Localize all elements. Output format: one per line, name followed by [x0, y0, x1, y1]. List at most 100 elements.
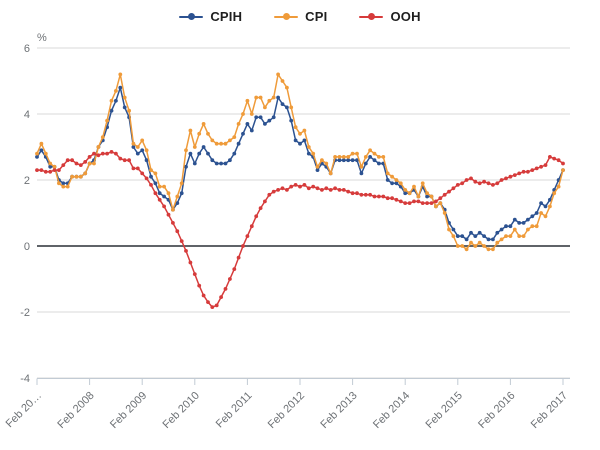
- data-point-cpi[interactable]: [285, 85, 289, 90]
- data-point-cpi[interactable]: [166, 191, 171, 196]
- data-point-cpi[interactable]: [188, 128, 193, 133]
- data-point-ooh[interactable]: [153, 191, 158, 196]
- data-point-cpih[interactable]: [162, 194, 167, 199]
- data-point-cpi[interactable]: [447, 227, 451, 232]
- data-point-cpi[interactable]: [341, 155, 346, 159]
- data-point-cpih[interactable]: [280, 102, 285, 106]
- data-point-cpi[interactable]: [109, 98, 114, 103]
- data-point-ooh[interactable]: [412, 199, 416, 204]
- data-point-cpi[interactable]: [526, 227, 530, 232]
- data-point-ooh[interactable]: [179, 239, 184, 244]
- data-point-cpi[interactable]: [438, 201, 443, 206]
- data-point-ooh[interactable]: [337, 188, 342, 192]
- data-point-cpi[interactable]: [162, 184, 167, 189]
- data-point-cpi[interactable]: [469, 240, 473, 245]
- data-point-cpih[interactable]: [236, 141, 241, 146]
- data-point-cpih[interactable]: [521, 221, 526, 225]
- data-point-cpih[interactable]: [504, 224, 508, 229]
- data-point-ooh[interactable]: [359, 192, 364, 197]
- data-point-cpi[interactable]: [517, 234, 522, 239]
- data-point-ooh[interactable]: [241, 244, 245, 248]
- data-point-cpi[interactable]: [407, 191, 412, 196]
- data-point-ooh[interactable]: [311, 184, 316, 189]
- data-point-ooh[interactable]: [407, 201, 412, 206]
- data-point-ooh[interactable]: [127, 158, 131, 163]
- data-point-cpih[interactable]: [341, 158, 346, 163]
- data-point-cpih[interactable]: [271, 115, 276, 120]
- data-point-ooh[interactable]: [324, 186, 329, 191]
- data-point-cpih[interactable]: [214, 161, 219, 166]
- data-point-cpih[interactable]: [315, 168, 320, 173]
- data-point-ooh[interactable]: [276, 188, 280, 192]
- data-point-cpih[interactable]: [254, 115, 259, 120]
- data-point-cpih[interactable]: [394, 181, 399, 186]
- data-point-ooh[interactable]: [219, 295, 224, 299]
- data-point-cpi[interactable]: [412, 184, 416, 189]
- data-point-cpi[interactable]: [175, 194, 180, 199]
- data-point-cpi[interactable]: [70, 174, 74, 179]
- data-point-ooh[interactable]: [70, 158, 74, 163]
- data-point-cpi[interactable]: [552, 191, 557, 196]
- data-point-cpih[interactable]: [118, 85, 123, 90]
- data-point-cpi[interactable]: [355, 151, 359, 156]
- data-point-ooh[interactable]: [175, 229, 180, 234]
- data-point-ooh[interactable]: [306, 186, 311, 191]
- data-point-ooh[interactable]: [157, 197, 162, 202]
- data-point-cpih[interactable]: [267, 118, 272, 123]
- data-point-cpi[interactable]: [100, 135, 105, 140]
- data-point-ooh[interactable]: [368, 192, 372, 197]
- data-point-ooh[interactable]: [298, 184, 302, 189]
- data-point-cpi[interactable]: [504, 234, 508, 239]
- data-point-cpih[interactable]: [363, 161, 368, 166]
- data-point-cpih[interactable]: [135, 151, 140, 156]
- data-point-cpih[interactable]: [276, 95, 280, 100]
- data-point-ooh[interactable]: [438, 196, 443, 201]
- data-point-cpih[interactable]: [153, 181, 158, 186]
- data-point-cpih[interactable]: [206, 151, 210, 156]
- data-point-ooh[interactable]: [197, 283, 202, 288]
- data-point-ooh[interactable]: [61, 163, 66, 168]
- data-point-ooh[interactable]: [508, 174, 513, 179]
- data-point-ooh[interactable]: [166, 212, 171, 217]
- data-point-cpi[interactable]: [249, 112, 254, 116]
- data-point-ooh[interactable]: [78, 163, 83, 168]
- data-point-cpi[interactable]: [127, 108, 131, 113]
- data-point-cpi[interactable]: [197, 131, 202, 136]
- data-point-ooh[interactable]: [403, 201, 408, 206]
- data-point-cpi[interactable]: [293, 125, 298, 130]
- data-point-cpi[interactable]: [499, 237, 504, 242]
- data-point-ooh[interactable]: [464, 178, 469, 182]
- data-point-cpi[interactable]: [556, 184, 561, 189]
- data-point-cpi[interactable]: [368, 148, 372, 153]
- data-point-ooh[interactable]: [149, 183, 153, 187]
- data-point-cpi[interactable]: [539, 211, 543, 215]
- data-point-ooh[interactable]: [43, 169, 48, 174]
- data-point-cpih[interactable]: [302, 138, 307, 143]
- data-point-ooh[interactable]: [245, 234, 250, 239]
- legend-item-cpih[interactable]: CPIH: [179, 9, 242, 24]
- data-point-cpi[interactable]: [122, 95, 127, 100]
- data-point-cpi[interactable]: [289, 105, 294, 110]
- data-point-ooh[interactable]: [381, 194, 386, 199]
- data-point-cpi[interactable]: [390, 174, 394, 179]
- data-point-ooh[interactable]: [271, 189, 276, 194]
- legend-item-ooh[interactable]: OOH: [359, 9, 420, 24]
- data-point-cpi[interactable]: [254, 95, 259, 100]
- data-point-ooh[interactable]: [188, 260, 193, 265]
- data-point-cpi[interactable]: [328, 171, 333, 176]
- data-point-cpih[interactable]: [109, 108, 114, 113]
- data-point-ooh[interactable]: [512, 173, 517, 178]
- data-point-ooh[interactable]: [328, 188, 333, 192]
- data-point-cpi[interactable]: [149, 168, 153, 173]
- data-point-cpih[interactable]: [517, 221, 522, 225]
- data-point-ooh[interactable]: [346, 189, 351, 194]
- data-point-ooh[interactable]: [499, 178, 504, 182]
- data-point-cpih[interactable]: [512, 217, 517, 222]
- data-point-ooh[interactable]: [451, 186, 456, 191]
- data-point-ooh[interactable]: [100, 151, 105, 156]
- data-point-cpih[interactable]: [131, 145, 136, 149]
- data-point-cpih[interactable]: [359, 171, 364, 176]
- data-point-cpih[interactable]: [346, 158, 351, 163]
- data-point-ooh[interactable]: [302, 183, 307, 187]
- data-point-ooh[interactable]: [140, 171, 145, 176]
